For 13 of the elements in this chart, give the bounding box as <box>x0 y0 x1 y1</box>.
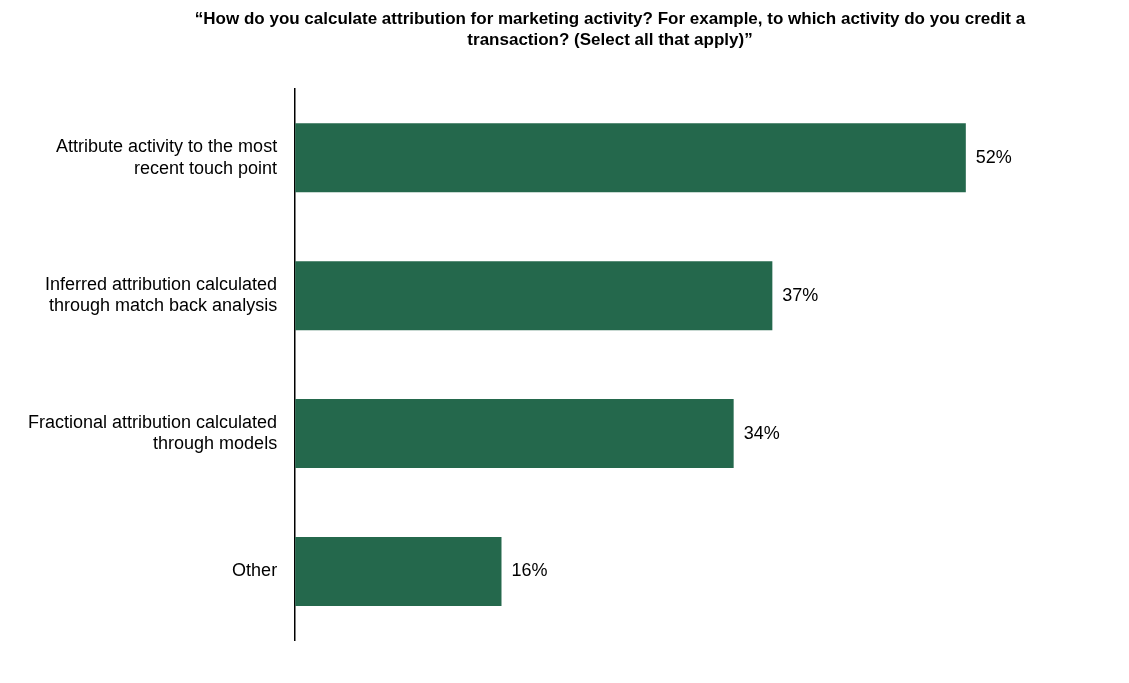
y-tick-label: Fractional attribution calculated through models <box>27 411 278 454</box>
bar <box>295 261 773 331</box>
data-label: 52% <box>975 146 1012 167</box>
chart-title: “How do you calculate attribution for marketing activity? For example, to which activity do you credit a transaction? (Select all that apply)” <box>193 8 1027 50</box>
data-label: 37% <box>782 284 819 305</box>
y-tick-label: Inferred attribution calculated through match back analysis <box>44 273 278 316</box>
y-tick-label: Attribute activity to the most recent touch point <box>56 135 278 178</box>
bar <box>295 123 966 193</box>
y-tick-label: Other <box>232 560 278 581</box>
bar <box>295 536 502 606</box>
data-label: 34% <box>743 422 780 443</box>
bar <box>295 399 734 469</box>
data-label: 16% <box>511 560 548 581</box>
